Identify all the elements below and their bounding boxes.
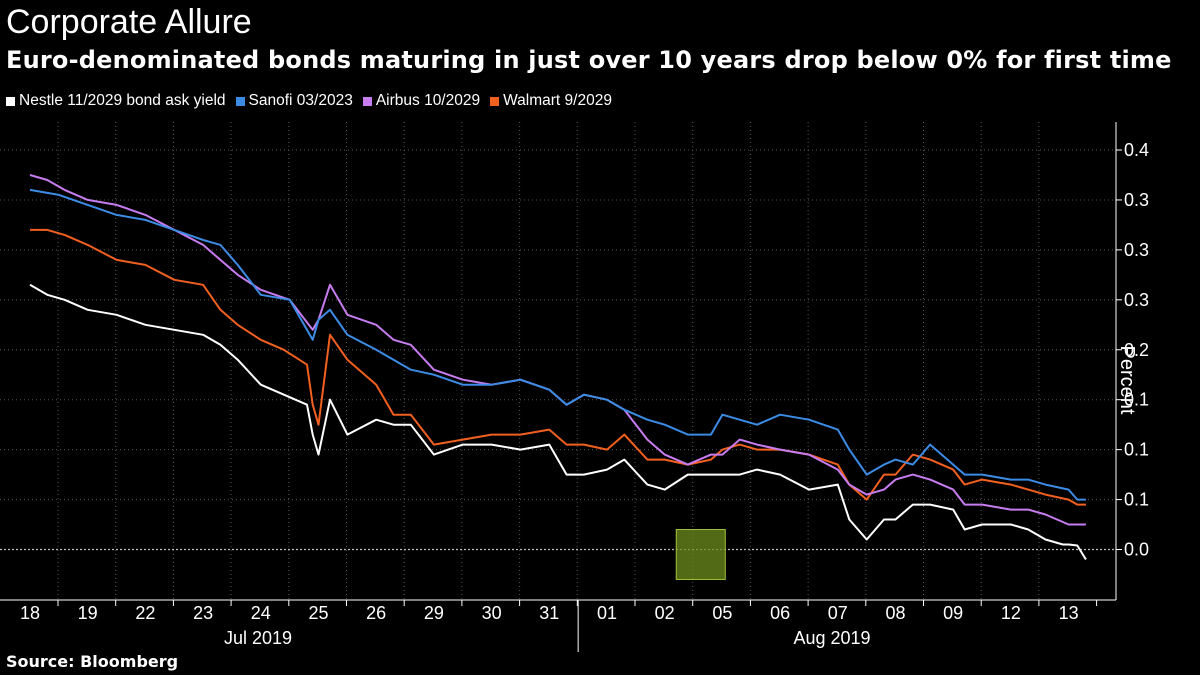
legend-item-sanofi: Sanofi 03/2023 [235,92,353,110]
x-tick-label: 24 [251,603,271,623]
x-tick-label: 12 [1001,603,1021,623]
legend-item-airbus: Airbus 10/2029 [362,92,481,110]
legend-label-walmart: Walmart 9/2029 [503,92,612,109]
y-axis-label: Percent [1116,345,1138,415]
gridlines [0,122,1116,600]
legend-label-airbus: Airbus 10/2029 [375,92,481,109]
x-tick-label: 02 [655,603,675,623]
y-tick-label: 0.1 [1124,440,1149,460]
x-tick-label: 18 [20,603,40,623]
series-line-sanofi [29,188,1086,501]
x-tick-label: 08 [885,603,905,623]
series-line-walmart [30,228,1086,506]
y-tick-label: 0.0 [1124,540,1149,560]
chart-title: Corporate Allure [6,3,252,41]
x-tick-label: 06 [770,603,790,623]
x-tick-label: 13 [1059,603,1079,623]
x-tick-label: 22 [135,603,155,623]
x-tick-label: 26 [366,603,386,623]
month-label: Aug 2019 [793,628,870,648]
x-tick-label: 31 [539,603,559,623]
legend-label-sanofi: Sanofi 03/2023 [248,92,353,109]
source-note: Source: Bloomberg [6,652,179,671]
x-tick-label: 23 [193,603,213,623]
x-tick-label: 19 [78,603,98,623]
x-tick-label: 25 [308,603,328,623]
axes: 0.0 0.1 0.1 0.1 0.2 0.3 0.3 0.3 0.4 18 19 22 23 24 25 2… [0,122,1149,652]
legend-label-nestle: Nestle 11/2029 bond ask yield [19,92,226,109]
x-tick-label: 01 [597,603,617,623]
legend-item-nestle: Nestle 11/2029 bond ask yield [6,92,226,110]
y-tick-label: 0.3 [1124,290,1149,310]
legend: Nestle 11/2029 bond ask yield Sanofi 03/… [6,90,622,112]
y-tick-label: 0.2 [1124,340,1149,360]
x-tick-label: 30 [482,603,502,623]
x-tick-label: 29 [424,603,444,623]
legend-swatch-sanofi [235,96,245,106]
y-tick-label: 0.1 [1124,490,1149,510]
highlight-layer [675,529,726,580]
series-line-nestle [29,283,1087,561]
series-layer [29,174,1087,561]
y-tick-label: 0.3 [1124,190,1149,210]
month-label: Jul 2019 [224,628,292,648]
y-tick-label: 0.4 [1124,140,1149,160]
chart-subtitle: Euro-denominated bonds maturing in just … [6,46,1172,74]
x-tick-label: 07 [828,603,848,623]
highlight-box [675,529,726,580]
x-tick-label: 05 [712,603,732,623]
legend-swatch-walmart [490,96,500,106]
legend-swatch-nestle [6,96,15,106]
y-tick-label: 0.3 [1124,240,1149,260]
legend-item-walmart: Walmart 9/2029 [490,92,612,110]
legend-swatch-airbus [362,96,372,106]
y-tick-label: 0.1 [1124,390,1149,410]
x-tick-label: 09 [943,603,963,623]
